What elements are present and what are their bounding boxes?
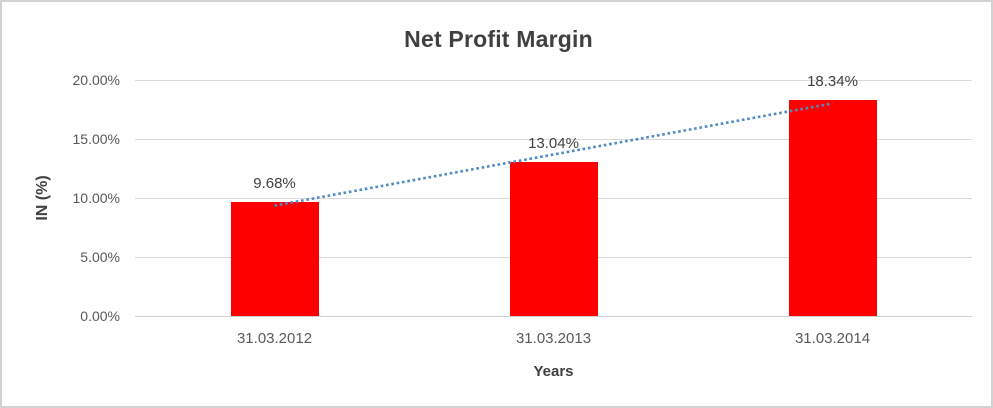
bar-data-label: 13.04% xyxy=(528,135,579,153)
y-tick-label: 5.00% xyxy=(80,249,120,265)
x-tick-label: 31.03.2012 xyxy=(236,330,313,347)
x-tick-label: 31.03.2013 xyxy=(515,330,592,347)
chart-title: Net Profit Margin xyxy=(404,26,593,52)
bar-data-label: 18.34% xyxy=(807,72,858,90)
x-tick-label: 31.03.2014 xyxy=(794,330,871,347)
y-tick-label: 0.00% xyxy=(80,308,120,324)
x-axis-title: Years xyxy=(533,363,574,380)
bar-data-label: 9.68% xyxy=(253,174,296,192)
y-tick-label: 15.00% xyxy=(72,131,120,147)
y-tick-label: 20.00% xyxy=(72,72,120,88)
gridline xyxy=(135,316,972,317)
bar xyxy=(788,99,877,316)
y-tick-label: 10.00% xyxy=(72,190,120,206)
bar xyxy=(230,201,319,316)
bar xyxy=(509,162,598,316)
gridline xyxy=(135,80,972,81)
